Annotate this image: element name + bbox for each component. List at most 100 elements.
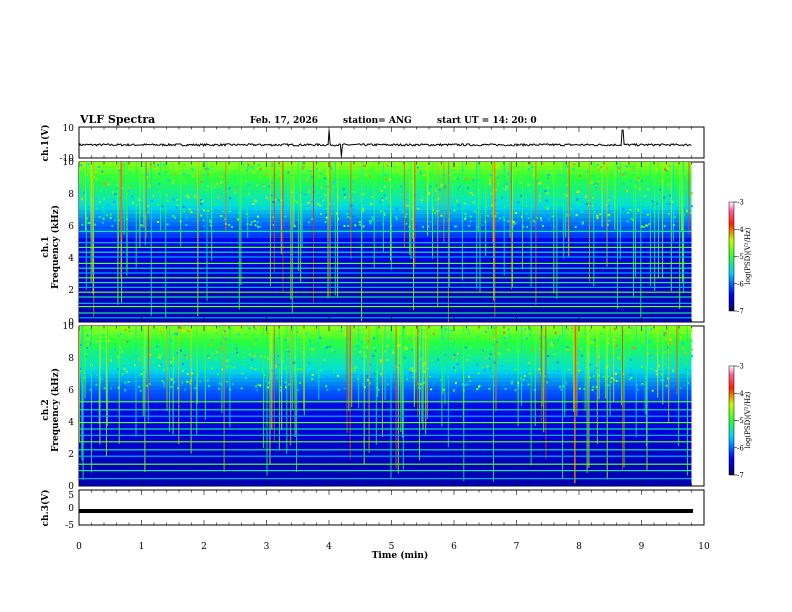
spec1-speckle [453, 177, 456, 180]
spec2-speckle [265, 374, 268, 377]
spec2-speckle [410, 367, 413, 370]
spec2-speckle [95, 374, 98, 376]
spec1-speckle [157, 164, 160, 167]
spec2-speckle [503, 337, 506, 340]
spec1-sferic [334, 162, 336, 296]
spec1-speckle [582, 221, 584, 224]
spec2-speckle [665, 328, 668, 331]
spec1-speckle [128, 178, 131, 181]
spec1-speckle [321, 181, 324, 184]
spec1-speckle [554, 165, 557, 168]
spec2-speckle [298, 339, 301, 342]
spec2-speckle [511, 381, 514, 383]
spec1-speckle [451, 198, 453, 201]
spec2-speckle [288, 383, 291, 386]
spec1-band [79, 270, 692, 274]
spec2-speckle [96, 326, 99, 329]
spec1-speckle [495, 177, 498, 180]
spec1-sferic [681, 162, 683, 232]
spec1-line [79, 262, 692, 264]
spec1-speckle [233, 171, 236, 174]
spec2-sferic [303, 326, 305, 411]
spec1-speckle [172, 162, 175, 165]
spec1-speckle [94, 198, 97, 201]
spec1-speckle [581, 210, 584, 213]
spec1-speckle [191, 168, 194, 171]
spec1-speckle [640, 225, 643, 228]
spec1-speckle [581, 199, 584, 201]
spec1-speckle [454, 225, 457, 228]
spec1-speckle [259, 168, 262, 171]
spec2-line [79, 415, 692, 417]
spec2-speckle [551, 367, 554, 370]
spec1-speckle [228, 210, 231, 213]
spec2-speckle [539, 336, 542, 339]
spec2-speckle [207, 355, 210, 358]
x-ticklabel: 9 [639, 542, 645, 552]
spec2-speckle [411, 376, 414, 379]
spec2-speckle [228, 386, 231, 388]
ch1-colorbar-ticks: -3-4-5-6-7 [734, 199, 744, 316]
spec1-speckle [252, 167, 255, 170]
spec2-speckle [398, 343, 401, 346]
spec2-sferic [530, 326, 532, 466]
spec1-speckle [348, 195, 351, 198]
spec2-speckle [457, 377, 460, 380]
spec2-speckle [565, 382, 568, 385]
spec1-speckle [231, 226, 233, 228]
spec1-speckle [509, 180, 512, 183]
spec2-speckle [562, 385, 565, 388]
spec2-speckle [229, 353, 232, 355]
spec1-speckle [655, 186, 657, 189]
spec2-sferic [402, 326, 404, 470]
spec2-speckle [162, 381, 165, 384]
spec1-speckle [550, 178, 553, 181]
spec2-speckle [354, 339, 357, 342]
spec2-speckle [486, 333, 488, 336]
spec2-speckle [656, 351, 659, 354]
spec2-speckle [684, 362, 687, 364]
spec2-speckle [373, 372, 376, 375]
spec2-speckle [100, 347, 103, 349]
spec1-band [79, 190, 692, 194]
spec1-speckle [206, 185, 209, 188]
spec1-speckle [392, 168, 395, 171]
spec1-speckle [242, 205, 245, 208]
spec2-speckle [337, 388, 340, 391]
spec1-speckle [501, 175, 504, 178]
spec2-speckle [600, 352, 603, 355]
spec2-sferic [495, 326, 497, 412]
spec2-speckle [125, 355, 128, 358]
spec1-speckle [131, 195, 134, 198]
spec2-sferic [605, 326, 607, 399]
spec1-speckle [248, 183, 251, 186]
spec1-line [79, 317, 692, 319]
spec2-speckle [310, 334, 313, 337]
spec2-speckle [120, 341, 123, 344]
spec2-speckle [583, 388, 586, 390]
spec2-speckle [203, 335, 206, 337]
spec2-speckle [166, 331, 169, 334]
spec2-speckle [134, 364, 137, 367]
spec1-speckle [302, 165, 305, 168]
spec2-speckle [223, 330, 226, 333]
ch3-waveform-ticks [78, 490, 705, 525]
spec2-speckle [494, 361, 497, 364]
spec1-speckle [520, 194, 523, 197]
spec1-sferic [553, 162, 555, 294]
spec1-speckle [351, 204, 353, 207]
spec2-speckle [343, 387, 346, 390]
spec1-speckle [331, 225, 334, 228]
spec1-speckle [270, 165, 273, 168]
spec1-speckle [691, 205, 693, 208]
spec1-sferic [443, 162, 445, 243]
spec1-speckle [629, 209, 632, 211]
spec2-speckle [308, 381, 311, 384]
spec1-speckle [628, 194, 630, 197]
spec2-sferic [81, 326, 83, 461]
spec1-speckle [252, 198, 255, 201]
spec1-speckle [490, 192, 493, 195]
spec1-band [79, 210, 692, 214]
spec2-speckle [628, 352, 631, 355]
spec1-speckle [152, 195, 155, 198]
